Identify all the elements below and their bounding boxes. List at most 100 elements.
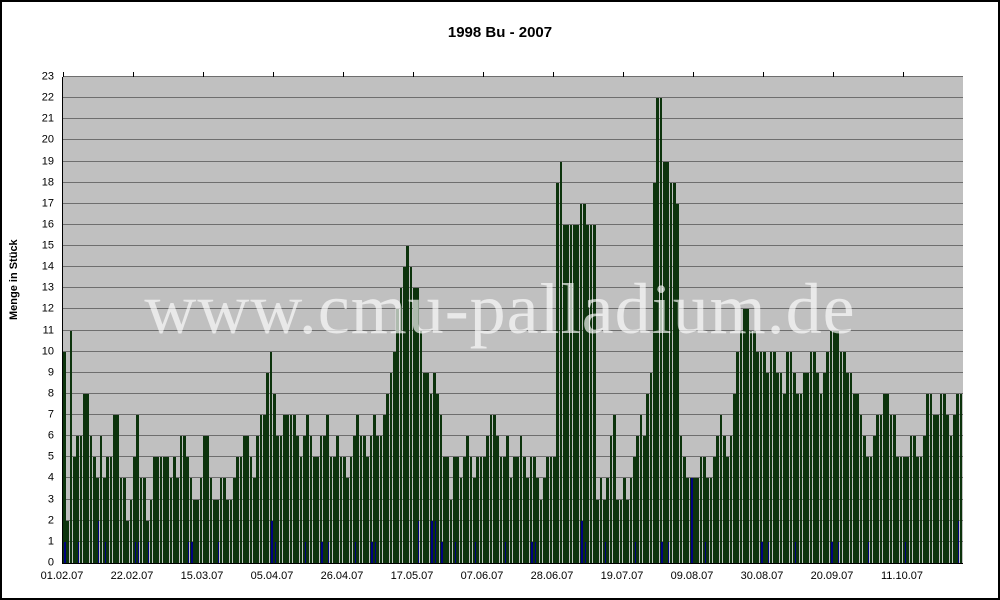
bar-green: [419, 330, 423, 563]
bar-green: [706, 478, 709, 563]
bar-green: [539, 499, 543, 563]
bar-blue: [354, 541, 357, 563]
bar-green: [136, 415, 139, 563]
bar-green: [929, 393, 933, 563]
bar-green: [376, 436, 379, 563]
gridline: [63, 329, 963, 331]
bar-green: [372, 415, 376, 563]
bar-green: [716, 436, 719, 563]
bar-green: [189, 478, 193, 563]
bar-green: [863, 436, 866, 563]
y-tick-label: 19: [41, 155, 54, 168]
bar-green: [142, 478, 146, 563]
y-tick-label: 7: [47, 408, 54, 421]
bar-green: [719, 415, 723, 563]
bar-green: [129, 499, 133, 563]
bar-green: [413, 288, 416, 563]
bar-green: [829, 330, 833, 563]
bar-green: [743, 309, 746, 563]
bar-blue: [77, 541, 80, 563]
bar-green: [816, 372, 819, 563]
gridline: [63, 76, 963, 77]
bar-green: [836, 330, 839, 563]
bar-green: [323, 436, 326, 563]
bar-green: [533, 457, 536, 563]
bar-green: [833, 330, 836, 563]
gridline: [63, 118, 963, 120]
bar-green: [736, 351, 739, 563]
bar-green: [489, 415, 493, 563]
bar-green: [326, 415, 329, 563]
bar-green: [593, 224, 596, 563]
x-tick-mark: [203, 72, 204, 77]
bar-green: [949, 436, 953, 563]
bar-green: [333, 457, 336, 563]
bar-green: [559, 161, 563, 563]
bar-green: [576, 224, 579, 563]
bar-blue: [274, 541, 277, 563]
bar-green: [289, 415, 293, 563]
bar-green: [349, 457, 353, 563]
bar-blue: [604, 541, 607, 563]
x-tick-label: 20.09.07: [810, 570, 854, 582]
bar-green: [102, 478, 106, 563]
bar-green: [673, 182, 676, 563]
bar-green: [939, 393, 943, 563]
bar-green: [249, 457, 253, 563]
bar-blue: [454, 541, 457, 563]
x-tick-label: 22.02.07: [110, 570, 154, 582]
gridline: [63, 160, 963, 162]
bar-green: [873, 436, 876, 563]
bar-green: [283, 415, 286, 563]
bar-green: [389, 372, 393, 563]
bar-green: [226, 499, 229, 563]
bar-green: [406, 246, 409, 563]
bar-green: [263, 415, 266, 563]
bar-green: [93, 457, 96, 563]
bar-green: [416, 288, 419, 563]
bar-green: [556, 182, 559, 563]
bar-green: [139, 478, 143, 563]
bar-green: [219, 478, 223, 563]
bar-green: [893, 415, 896, 563]
gridline: [63, 371, 963, 373]
x-tick-label: 09.08.07: [670, 570, 714, 582]
x-tick-mark: [273, 72, 274, 77]
bar-blue: [217, 541, 220, 563]
x-tick-mark: [763, 72, 764, 77]
bar-green: [383, 415, 386, 563]
bar-green: [823, 372, 826, 563]
bar-green: [699, 457, 703, 563]
bar-green: [273, 393, 276, 563]
bar-green: [276, 436, 279, 563]
bar-green: [586, 224, 589, 563]
bar-green: [473, 478, 476, 563]
bar-green: [76, 436, 79, 563]
gridline: [63, 139, 963, 141]
bar-blue: [531, 541, 533, 563]
bar-green: [393, 351, 396, 563]
bar-green: [86, 393, 89, 563]
bar-green: [713, 457, 716, 563]
bar-green: [506, 436, 509, 563]
bar-green: [359, 436, 363, 563]
gridline: [63, 181, 963, 183]
x-tick-mark: [133, 72, 134, 77]
bar-green: [549, 457, 553, 563]
bar-green: [256, 436, 259, 563]
gridline: [63, 266, 963, 268]
gridline: [63, 223, 963, 225]
gridline: [63, 435, 963, 437]
x-tick-mark: [833, 72, 834, 77]
bar-blue: [327, 541, 330, 563]
bar-blue: [667, 541, 670, 563]
bar-green: [649, 372, 653, 563]
bar-green: [723, 436, 726, 563]
bar-green: [783, 393, 786, 563]
bar-green: [279, 436, 283, 563]
bar-green: [116, 415, 119, 563]
bar-green: [193, 499, 196, 563]
x-tick-mark: [343, 72, 344, 77]
bar-green: [529, 457, 533, 563]
bar-green: [166, 457, 169, 563]
